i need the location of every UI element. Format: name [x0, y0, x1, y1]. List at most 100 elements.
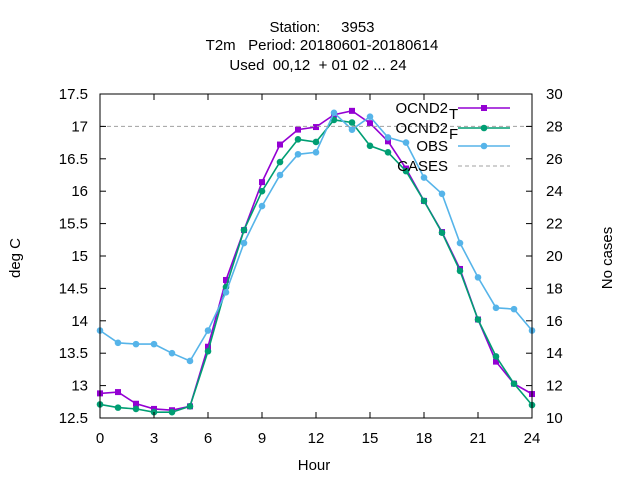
- data-point: [204, 327, 212, 334]
- legend-subscript-1: F: [449, 126, 458, 143]
- data-point: [240, 239, 248, 247]
- data-point: [438, 229, 446, 236]
- plot-area: [96, 107, 536, 416]
- data-point: [474, 274, 482, 281]
- data-point: [223, 276, 229, 283]
- legend-marker-0: [481, 105, 487, 111]
- data-point: [456, 267, 464, 275]
- data-point: [186, 357, 194, 365]
- data-point: [330, 109, 338, 117]
- y-tick-label: 14: [71, 313, 88, 330]
- data-point: [402, 167, 410, 175]
- x-tick-label: 9: [258, 430, 266, 447]
- legend-label-0: OCND2: [395, 100, 448, 117]
- x-tick-label: 24: [524, 430, 541, 447]
- y2-tick-label: 30: [546, 86, 563, 103]
- axes: 0 3 6 9 12 15 18 21 24 12.5 13 13.5 14 14.5 15 15.5 16 16…: [59, 86, 563, 447]
- y-tick-label: 14.5: [59, 280, 88, 297]
- data-point: [348, 126, 356, 133]
- data-point: [114, 404, 122, 411]
- y-tick-label: 17: [71, 118, 88, 135]
- data-point: [384, 134, 392, 141]
- x-axis-label: Hour: [298, 457, 331, 474]
- y2-tick-label: 20: [546, 248, 563, 265]
- data-point: [186, 403, 194, 410]
- y-tick-label: 13: [71, 378, 88, 395]
- series-line-1: [99, 119, 533, 413]
- data-point: [294, 136, 302, 143]
- legend-label-2: OBS: [416, 138, 448, 155]
- data-point: [258, 187, 266, 195]
- y2-tick-label: 24: [546, 183, 563, 200]
- data-point: [312, 149, 320, 156]
- data-point: [367, 120, 373, 127]
- series-line-0: [99, 109, 533, 412]
- legend-marker-1: [480, 124, 488, 132]
- data-point: [366, 142, 374, 150]
- data-point: [115, 389, 121, 396]
- y-tick-label: 12.5: [59, 410, 88, 427]
- x-tick-label: 18: [416, 430, 433, 447]
- y-axis-label: deg C: [7, 238, 24, 278]
- data-point: [510, 305, 518, 313]
- data-point: [456, 239, 464, 247]
- data-point: [312, 138, 320, 146]
- data-point: [492, 304, 500, 312]
- data-point: [438, 190, 446, 198]
- data-point: [492, 353, 500, 360]
- data-point: [133, 400, 139, 407]
- y2-tick-label: 14: [546, 345, 563, 362]
- data-point: [295, 126, 301, 133]
- chart-title-line-3: Used 00,12 + 01 02 ... 24: [229, 57, 406, 74]
- x-tick-label: 12: [308, 430, 325, 447]
- data-point: [259, 179, 265, 186]
- y-tick-label: 15: [71, 248, 88, 265]
- data-point: [276, 171, 284, 179]
- y2-tick-label: 16: [546, 313, 563, 330]
- y2-tick-label: 18: [546, 280, 563, 297]
- y2-tick-label: 28: [546, 118, 563, 135]
- x-tick-label: 6: [204, 430, 212, 447]
- data-point: [168, 349, 176, 357]
- x-tick-label: 21: [470, 430, 487, 447]
- data-point: [313, 124, 319, 131]
- legend-label-1: OCND2: [395, 120, 448, 137]
- data-point: [114, 339, 122, 347]
- y-tick-label: 16.5: [59, 151, 88, 168]
- data-point: [132, 340, 140, 348]
- data-point: [294, 150, 302, 158]
- chart-title-line-2: T2m Period: 20180601-20180614: [206, 37, 439, 54]
- data-point: [150, 340, 158, 348]
- data-point: [205, 343, 211, 350]
- data-point: [420, 197, 428, 205]
- data-point: [349, 107, 355, 114]
- data-point: [240, 226, 248, 234]
- data-point: [474, 316, 482, 323]
- y2-tick-label: 22: [546, 216, 563, 233]
- data-point: [258, 202, 266, 210]
- data-point: [277, 141, 283, 148]
- y-tick-label: 16: [71, 183, 88, 200]
- data-point: [420, 174, 428, 181]
- y2-tick-label: 26: [546, 151, 563, 168]
- data-point: [510, 380, 518, 387]
- y-tick-label: 13.5: [59, 345, 88, 362]
- data-point: [276, 158, 284, 166]
- data-point: [222, 288, 230, 296]
- data-point: [348, 119, 356, 126]
- y2-tick-label: 10: [546, 410, 563, 427]
- y2-axis-label: No cases: [599, 227, 616, 290]
- y2-tick-label: 12: [546, 378, 563, 395]
- x-tick-label: 0: [96, 430, 104, 447]
- x-tick-label: 15: [362, 430, 379, 447]
- x-tick-label: 3: [150, 430, 158, 447]
- data-point: [493, 358, 499, 365]
- y-tick-label: 15.5: [59, 216, 88, 233]
- legend-marker-2: [480, 142, 488, 150]
- data-point: [168, 408, 176, 416]
- y-tick-label: 17.5: [59, 86, 88, 103]
- data-point: [132, 405, 140, 413]
- chart-title-line-1: Station: 3953: [269, 19, 374, 36]
